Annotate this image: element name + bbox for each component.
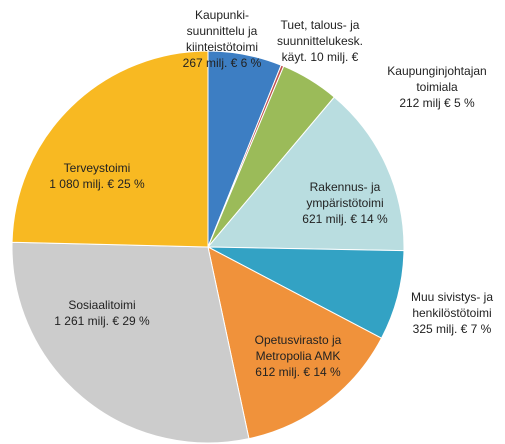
value-label: 212 milj € 5 % [399, 96, 475, 110]
category-label: Terveystoimi [64, 161, 131, 175]
value-label: 612 milj. € 14 % [255, 365, 341, 379]
pie-slice [11, 241, 250, 444]
category-label: Tuet, talous- ja [281, 18, 360, 32]
category-label: suunnittelukesk. [277, 34, 363, 48]
category-label: suunnittelu ja [187, 24, 258, 38]
category-label: ympäristötoimi [306, 196, 383, 210]
value-label: 1 080 milj. € 25 % [49, 177, 145, 191]
value-label: 621 milj. € 14 % [302, 212, 388, 226]
pie-slice [207, 246, 383, 440]
value-label: 10 milj. € [310, 50, 358, 64]
category-label: Opetusvirasto ja [255, 333, 342, 347]
category-label: henkilöstötoimi [412, 306, 491, 320]
slice-label: käyt. 10 milj. € [282, 50, 359, 64]
category-label: Sosiaalitoimi [68, 298, 135, 312]
pie-slice [11, 50, 209, 248]
category-label: kiinteistötoimi [186, 40, 258, 54]
category-label: käyt. [282, 50, 307, 64]
value-label: 325 milj. € 7 % [413, 322, 492, 336]
value-label: 1 261 milj. € 29 % [54, 314, 150, 328]
category-label: Kaupunki- [195, 8, 249, 22]
category-label: Muu sivistys- ja [411, 290, 493, 304]
value-label: 267 milj. € 6 % [183, 56, 262, 70]
category-label: Kaupunginjohtajan [387, 64, 486, 78]
category-label: toimiala [416, 80, 458, 94]
category-label: Rakennus- ja [310, 180, 381, 194]
category-label: Metropolia AMK [256, 349, 341, 363]
pie-slice [206, 96, 405, 252]
